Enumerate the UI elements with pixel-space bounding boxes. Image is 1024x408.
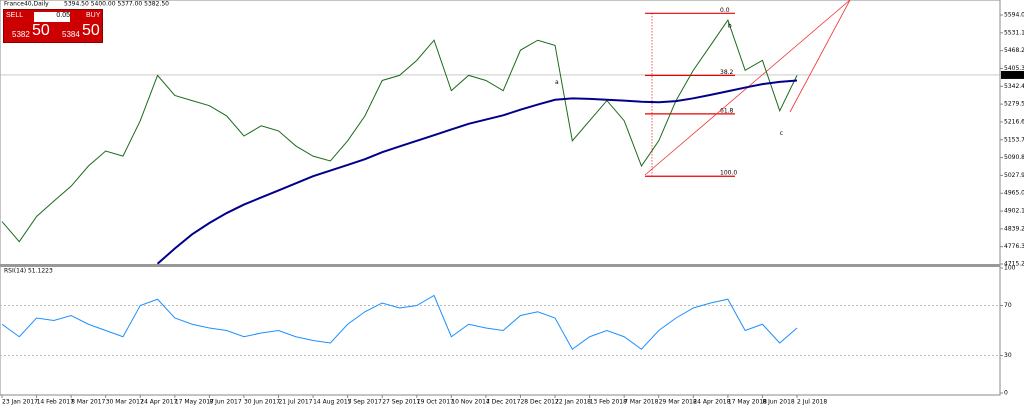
sell-button[interactable]: SELL <box>6 12 24 19</box>
wave-label: c <box>780 130 783 137</box>
current-price-label: 5382.50 <box>1002 71 1024 78</box>
y-tick-label: 4839.20 <box>1004 225 1024 232</box>
fib-label: 0.0 <box>720 7 730 14</box>
y-tick-label: 5027.90 <box>1004 172 1024 179</box>
fib-label: 38.2 <box>720 69 734 76</box>
y-tick-label: 4776.30 <box>1004 243 1024 250</box>
y-tick-label: 4715.25 <box>1004 261 1024 268</box>
y-tick-label: 5531.10 <box>1004 29 1024 36</box>
x-tick-label: 14 Aug 2017 <box>313 399 352 406</box>
x-tick-label: 27 Sep 2017 <box>382 399 420 406</box>
price-line <box>156 79 798 265</box>
wave-label: a <box>555 79 559 86</box>
x-tick-label: 28 Dec 2017 <box>520 399 559 406</box>
price-line <box>1 19 798 243</box>
x-tick-label: 29 Mar 2018 <box>659 399 697 406</box>
y-tick-label: 5468.20 <box>1004 47 1024 54</box>
y-tick-label: 5279.50 <box>1004 101 1024 108</box>
x-tick-label: 23 Jan 2017 <box>2 399 38 406</box>
trade-panel: SELL 0.05 BUY 5382 50 5384 50 <box>3 9 103 43</box>
y-tick-label: 5405.30 <box>1004 65 1024 72</box>
y-tick-label: 5216.60 <box>1004 118 1024 125</box>
x-tick-label: 14 Feb 2017 <box>37 399 75 406</box>
buy-price: 5384 <box>62 30 80 39</box>
x-tick-label: 7 Mar 2018 <box>624 399 658 406</box>
x-tick-label: 10 Nov 2017 <box>451 399 490 406</box>
x-tick-label: 30 Mar 2017 <box>106 399 144 406</box>
panel-divider <box>0 264 1000 267</box>
x-tick-label: 30 Jun 2017 <box>244 399 280 406</box>
plot-frame <box>0 0 1001 396</box>
x-tick-label: 22 Jan 2018 <box>555 399 591 406</box>
y-tick-label: 5342.40 <box>1004 83 1024 90</box>
x-tick-label: 2 Jul 2018 <box>797 399 827 406</box>
x-tick-label: 21 Jul 2017 <box>279 399 313 406</box>
buy-pips: 50 <box>82 22 100 39</box>
x-tick-label: 17 May 2017 <box>175 399 214 406</box>
x-tick-label: 8 Jun 2017 <box>209 399 241 406</box>
x-tick-label: 19 Oct 2017 <box>417 399 454 406</box>
current-price-box <box>1001 70 1024 79</box>
trend-line <box>789 0 851 113</box>
fib-label: 61.8 <box>720 107 734 114</box>
sell-price: 5382 <box>12 30 30 39</box>
lot-input[interactable]: 0.05 <box>34 12 70 22</box>
y-tick-label: 0 <box>1004 390 1008 397</box>
x-tick-label: 5 Sep 2017 <box>348 399 382 406</box>
header-ohlc: 5394.50 5400.00 5377.00 5382.50 <box>64 1 169 8</box>
y-tick-label: 100 <box>1004 265 1016 272</box>
y-tick-label: 4965.00 <box>1004 190 1024 197</box>
x-tick-label: 4 Dec 2017 <box>486 399 521 406</box>
header-symbol: France40,Daily <box>4 1 49 8</box>
rsi-line <box>1 294 798 350</box>
fib-label: 100.0 <box>720 170 737 177</box>
y-tick-label: 5594.00 <box>1004 12 1024 19</box>
x-tick-label: 8 Jun 2018 <box>762 399 794 406</box>
x-tick-label: 13 Feb 2018 <box>590 399 628 406</box>
rsi-title: RSI(14) 51.1223 <box>4 268 53 275</box>
wave-label: b <box>728 23 732 30</box>
x-tick-label: 24 Apr 2018 <box>693 399 730 406</box>
x-tick-label: 17 May 2018 <box>728 399 767 406</box>
x-tick-label: 24 Apr 2017 <box>140 399 177 406</box>
buy-button[interactable]: BUY <box>86 12 101 19</box>
y-tick-label: 5090.80 <box>1004 154 1024 161</box>
x-tick-label: 8 Mar 2017 <box>71 399 105 406</box>
y-tick-label: 70 <box>1004 302 1012 309</box>
sell-pips: 50 <box>32 22 50 39</box>
y-tick-label: 30 <box>1004 352 1012 359</box>
y-tick-label: 5153.70 <box>1004 136 1024 143</box>
y-tick-label: 4902.10 <box>1004 208 1024 215</box>
